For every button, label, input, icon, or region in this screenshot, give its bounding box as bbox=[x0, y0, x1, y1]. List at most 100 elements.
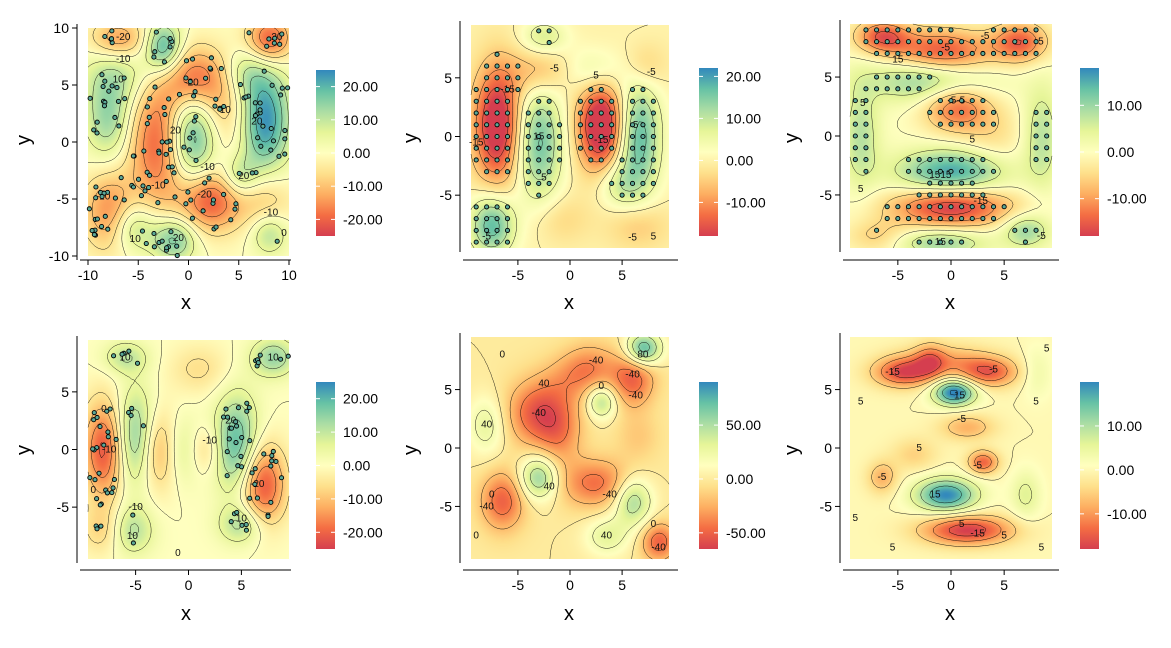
sample-point bbox=[546, 40, 552, 46]
sample-point bbox=[852, 133, 858, 139]
contour-label: 20 bbox=[238, 171, 250, 182]
sample-point bbox=[484, 239, 490, 245]
sample-point bbox=[588, 145, 594, 151]
sample-point bbox=[257, 107, 263, 113]
sample-point bbox=[269, 458, 275, 464]
sample-point bbox=[598, 145, 604, 151]
contour-label: -5 bbox=[957, 414, 966, 425]
legend-colorbar bbox=[1080, 68, 1099, 236]
sample-point bbox=[237, 81, 243, 88]
sample-point bbox=[187, 79, 193, 85]
panel-4: 10 10 0 20 -10 -10 -10 -20 10 0 0 10 -5 0 5 -5 0 5 x y 20.00… bbox=[13, 336, 383, 625]
sample-point bbox=[268, 463, 274, 469]
sample-point bbox=[905, 204, 912, 210]
sample-point bbox=[167, 44, 173, 50]
y-tick-label: 0 bbox=[61, 134, 69, 150]
sample-point bbox=[484, 145, 490, 151]
sample-point bbox=[278, 475, 285, 481]
sample-point bbox=[852, 157, 858, 163]
sample-point bbox=[546, 98, 552, 104]
sample-point bbox=[598, 98, 604, 104]
sample-point bbox=[1033, 157, 1039, 163]
sample-point bbox=[969, 180, 975, 186]
sample-point bbox=[905, 50, 912, 57]
legend-tick-label: 0.00 bbox=[343, 145, 370, 161]
legend-tick-label: -10.00 bbox=[1107, 191, 1147, 207]
sample-point bbox=[609, 110, 615, 116]
sample-point bbox=[494, 51, 500, 57]
sample-point bbox=[494, 133, 500, 140]
sample-point bbox=[1033, 39, 1039, 45]
sample-point bbox=[1033, 50, 1039, 57]
contour-lines bbox=[470, 336, 670, 560]
sample-point bbox=[863, 98, 869, 104]
contour-label: 5 bbox=[916, 443, 922, 454]
y-tick-label: -5 bbox=[57, 191, 70, 207]
sample-point bbox=[969, 50, 975, 57]
sample-point bbox=[916, 157, 922, 163]
sample-point bbox=[224, 449, 230, 455]
sample-point bbox=[278, 356, 284, 362]
sample-point bbox=[168, 229, 174, 235]
sample-point bbox=[577, 122, 583, 128]
sample-point bbox=[234, 423, 240, 429]
sample-point bbox=[504, 122, 511, 128]
sample-point bbox=[980, 192, 986, 198]
contour-label: 40 bbox=[544, 482, 556, 493]
sample-point bbox=[484, 110, 490, 116]
sample-point bbox=[102, 33, 108, 40]
contour-lines bbox=[470, 24, 670, 249]
y-axis-label: y bbox=[400, 133, 422, 143]
sample-point bbox=[484, 98, 490, 104]
sample-point bbox=[252, 481, 258, 487]
sample-point bbox=[1012, 50, 1018, 57]
sample-point bbox=[166, 96, 172, 102]
sample-point bbox=[274, 238, 280, 244]
sample-point bbox=[980, 121, 986, 127]
contour-label: 40 bbox=[538, 379, 550, 390]
sample-point bbox=[629, 145, 636, 151]
sample-point bbox=[116, 123, 122, 129]
sample-point bbox=[484, 227, 490, 233]
sample-point bbox=[167, 36, 173, 42]
sample-point bbox=[164, 245, 170, 251]
sample-point bbox=[650, 145, 656, 151]
sample-point bbox=[99, 223, 105, 230]
sample-point bbox=[139, 228, 146, 234]
sample-point bbox=[234, 509, 240, 515]
sample-point bbox=[97, 502, 103, 508]
contour-label: 5 bbox=[860, 98, 866, 109]
contour-label: 5 bbox=[890, 542, 896, 553]
sample-point bbox=[609, 133, 615, 140]
sample-point bbox=[202, 180, 208, 186]
sample-point bbox=[969, 39, 975, 45]
sample-point bbox=[536, 192, 542, 198]
legend-colorbar bbox=[316, 70, 335, 236]
sample-point bbox=[101, 103, 108, 109]
sample-point bbox=[90, 446, 96, 452]
sample-point bbox=[650, 157, 656, 163]
y-tick-label: -5 bbox=[57, 499, 70, 515]
sample-point bbox=[151, 230, 157, 237]
sample-point bbox=[948, 39, 954, 45]
x-axis-label: x bbox=[181, 292, 191, 314]
sample-point bbox=[588, 110, 594, 116]
contour-label: -15 bbox=[469, 137, 484, 148]
sample-point bbox=[874, 27, 880, 33]
x-tick-label: 5 bbox=[618, 577, 626, 593]
sample-point bbox=[112, 114, 118, 121]
contour-label: 1515 bbox=[929, 170, 952, 181]
sample-point bbox=[1022, 239, 1028, 245]
sample-point bbox=[863, 168, 869, 174]
sample-point bbox=[93, 184, 99, 190]
legend-tick-label: 10.00 bbox=[1107, 97, 1142, 113]
sample-point bbox=[927, 215, 933, 222]
contour-label: -5 bbox=[1037, 231, 1046, 242]
sample-point bbox=[473, 216, 479, 222]
sample-point bbox=[546, 133, 552, 140]
sample-point bbox=[980, 157, 986, 163]
sample-point bbox=[948, 204, 954, 210]
sample-point bbox=[609, 122, 615, 128]
sample-point bbox=[247, 438, 253, 444]
sample-point bbox=[916, 74, 922, 80]
